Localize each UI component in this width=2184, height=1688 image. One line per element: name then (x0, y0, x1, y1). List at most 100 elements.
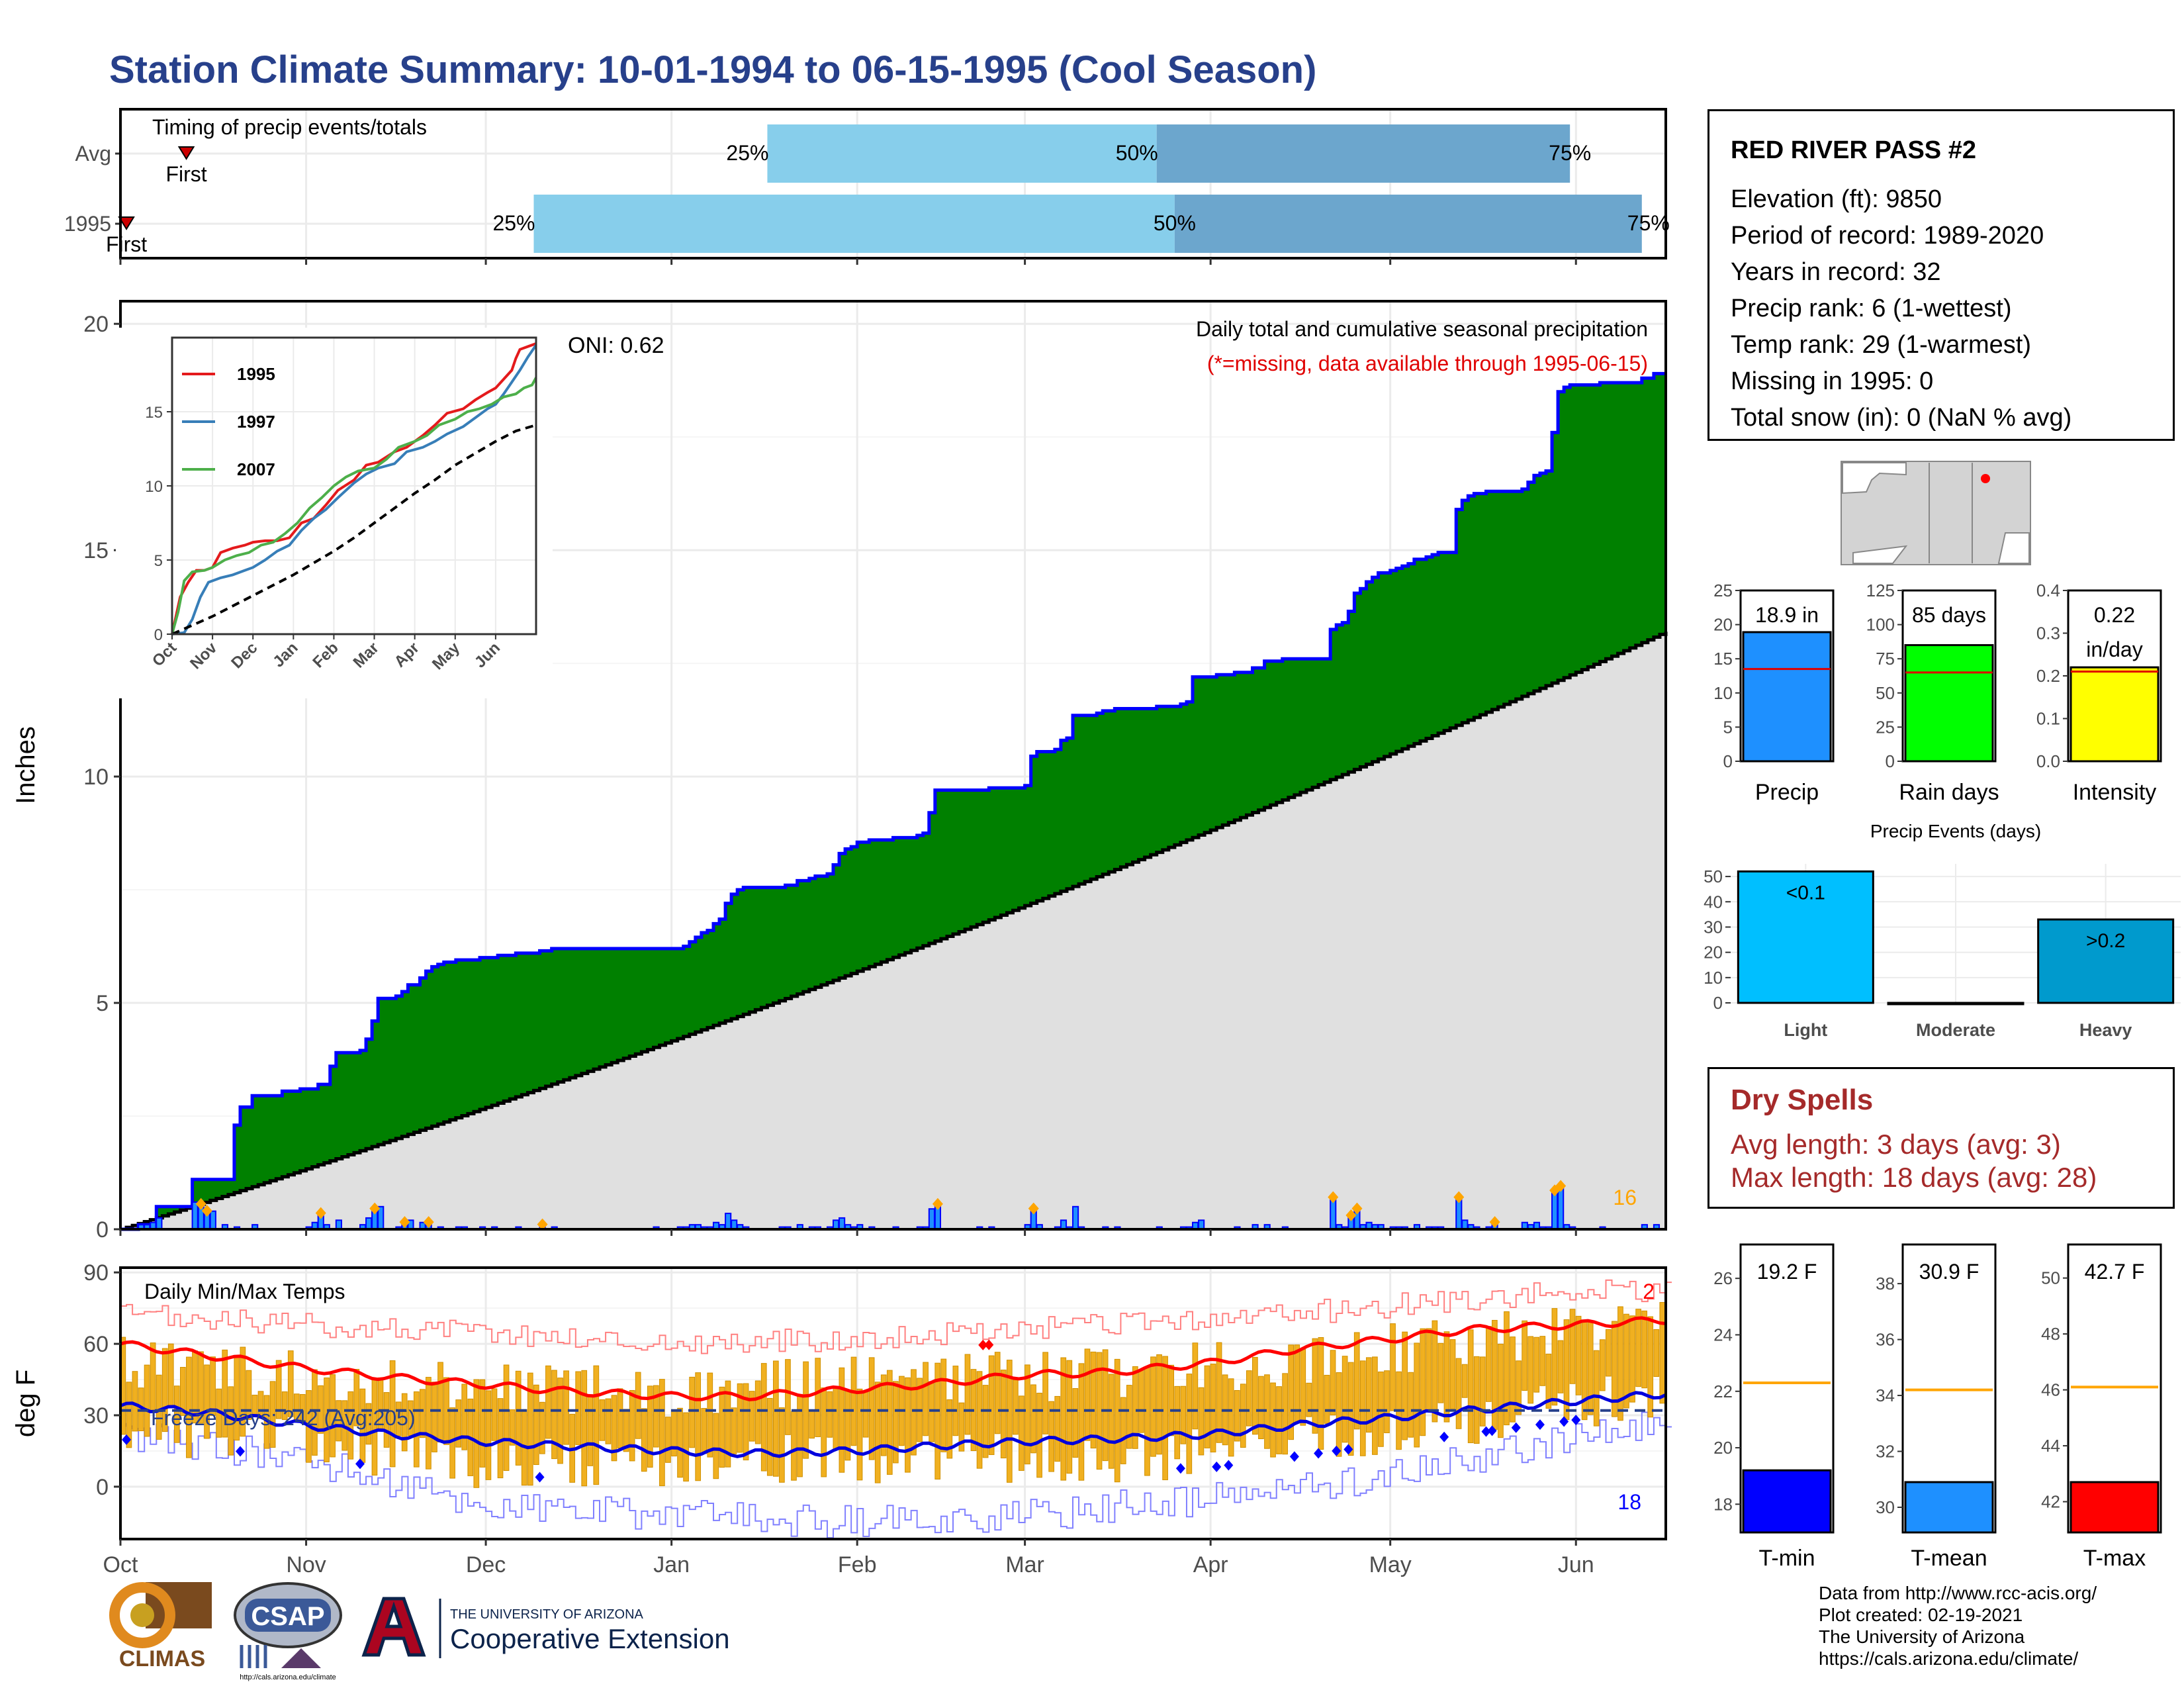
tsum-value-label: 19.2 F (1757, 1260, 1817, 1284)
map-region-west (1842, 462, 1907, 494)
daily-temp-range-bar (551, 1370, 557, 1460)
ua-extension-logo: THE UNIVERSITY OF ARIZONA Cooperative Ex… (361, 1597, 730, 1658)
summary-value-label: 85 days (1912, 603, 1986, 627)
station-snow: Total snow (in): 0 (NaN % avg) (1731, 404, 2072, 432)
daily-temp-range-bar (1449, 1339, 1456, 1409)
summary-y-tick-label: 0.1 (2036, 709, 2060, 729)
daily-temp-range-bar (1114, 1358, 1120, 1483)
station-precip-rank: Precip rank: 6 (1-wettest) (1731, 295, 2012, 322)
daily-temp-range-bar (647, 1385, 653, 1468)
daily-temp-range-bar (1306, 1382, 1312, 1417)
daily-temp-range-bar (719, 1386, 725, 1468)
events-y-tick-label: 40 (1704, 892, 1723, 912)
timing-first-marker (118, 216, 135, 230)
daily-temp-range-bar (665, 1417, 671, 1463)
daily-temp-range-bar (850, 1356, 857, 1446)
extreme-precip-marker (315, 1207, 326, 1219)
summary-category-label: Intensity (2073, 780, 2157, 805)
summary-y-tick-label: 0.4 (2036, 583, 2060, 600)
events-category-label: Heavy (2079, 1020, 2132, 1040)
tsum-y-tick-label: 46 (2041, 1380, 2060, 1400)
events-bar (1887, 1002, 2025, 1006)
summary-y-tick-label: 75 (1876, 649, 1895, 669)
summary-y-tick-label: 10 (1713, 683, 1733, 703)
daily-temp-range-bar (1042, 1352, 1048, 1434)
daily-temp-range-bar (437, 1362, 443, 1443)
timing-first-marker (177, 146, 195, 160)
daily-temp-range-bar (563, 1370, 569, 1445)
daily-temp-range-bar (389, 1360, 396, 1468)
daily-temp-range-bar (659, 1379, 665, 1487)
dry-spells-avg: Avg length: 3 days (avg: 3) (1731, 1129, 2061, 1160)
daily-temp-range-bar (455, 1399, 462, 1448)
precip-frame (119, 300, 1667, 1231)
daily-temp-range-bar (1072, 1388, 1079, 1458)
daily-temp-range-bar (593, 1365, 600, 1485)
daily-temp-range-bar (1216, 1342, 1222, 1443)
daily-temp-range-bar (1156, 1354, 1162, 1455)
temp-y-tick-label: 0 (96, 1475, 109, 1500)
precip-y-tick-label: 0 (96, 1217, 109, 1238)
daily-precip-bar (191, 1201, 199, 1230)
daily-temp-range-bar (874, 1382, 881, 1483)
daily-temp-range-bar (1390, 1323, 1396, 1411)
inset-y-tick-label: 10 (145, 478, 163, 496)
timing-label-25: 25% (492, 211, 535, 235)
daily-temp-range-bar (772, 1360, 779, 1477)
daily-temp-range-bar (605, 1398, 612, 1444)
temp-y-axis-label: deg F (11, 1370, 40, 1437)
daily-temp-range-bar (1629, 1315, 1635, 1403)
tsum-y-tick-label: 44 (2041, 1436, 2060, 1456)
daily-temp-range-bar (797, 1393, 803, 1477)
daily-temp-range-bar (911, 1369, 917, 1456)
daily-precip-bar (731, 1219, 738, 1230)
daily-temp-range-bar (952, 1366, 959, 1436)
daily-temp-range-bar (1192, 1342, 1199, 1430)
daily-temp-range-bar (1078, 1363, 1085, 1481)
dry-spells-title: Dry Spells (1731, 1084, 1874, 1116)
timing-label-75: 75% (1627, 211, 1670, 235)
temp-summary-bars: 18 20 22 24 26 19.2 F T-min 30 32 34 36 38 30.9 F T-m… (1713, 1243, 2162, 1571)
extreme-precip-marker (1351, 1202, 1363, 1215)
extreme-precip-marker (1028, 1202, 1039, 1215)
daily-precip-bar (1072, 1205, 1079, 1231)
freeze-days-label: Freeze Days: 242 (Avg:205) (151, 1406, 416, 1430)
daily-temp-range-bar (1432, 1320, 1438, 1423)
daily-temp-range-bar (1533, 1336, 1540, 1393)
summary-bar (1742, 631, 1832, 763)
summary-y-tick-label: 25 (1876, 717, 1895, 737)
events-bar (2037, 918, 2175, 1004)
daily-temp-range-bar (1024, 1364, 1030, 1465)
daily-temp-range-bar (743, 1383, 749, 1461)
daily-temp-range-bar (833, 1386, 839, 1450)
daily-precip-bar (725, 1213, 732, 1230)
daily-temp-range-bar (653, 1385, 659, 1448)
csap-logo: CSAP http://cals.arizona.edu/climate (234, 1582, 342, 1681)
daily-temp-range-bar (1246, 1370, 1252, 1427)
daily-temp-range-bar (707, 1372, 713, 1458)
record-min-line (120, 1411, 1672, 1539)
tsum-y-tick-label: 34 (1876, 1385, 1895, 1405)
ua-logo-big-text: Cooperative Extension (450, 1623, 730, 1654)
daily-precip-bar (156, 1217, 163, 1231)
daily-temp-range-bar (1504, 1311, 1510, 1426)
summary-category-label: Precip (1755, 780, 1819, 805)
daily-temp-range-bar (1522, 1320, 1527, 1391)
daily-temp-range-bar (815, 1358, 821, 1437)
timing-label-50: 50% (1116, 141, 1158, 165)
csap-logo-rain (240, 1645, 267, 1668)
record-low-marker (355, 1458, 365, 1470)
daily-temp-range-bar (1066, 1360, 1073, 1474)
extreme-precip-marker (932, 1197, 943, 1210)
daily-temp-range-bar (575, 1371, 582, 1445)
record-low-marker (1481, 1426, 1491, 1437)
temp-x-tick-label: Jan (653, 1552, 690, 1577)
daily-temp-range-bar (150, 1342, 156, 1411)
daily-temp-range-bar (611, 1395, 617, 1462)
daily-temp-range-bar (695, 1372, 702, 1481)
record-low-marker (1289, 1451, 1299, 1462)
daily-temp-range-bar (713, 1413, 719, 1479)
station-info-box: RED RIVER PASS #2 Elevation (ft): 9850 P… (1707, 109, 2175, 441)
tsum-bar (2070, 1481, 2160, 1534)
record-low-marker (1175, 1463, 1185, 1474)
